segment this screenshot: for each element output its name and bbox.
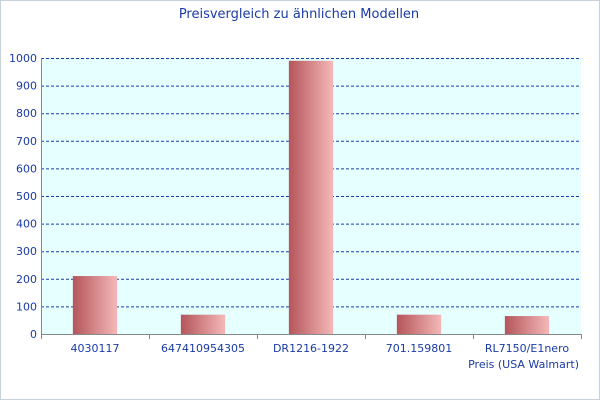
bar-1 (180, 314, 226, 334)
x-axis-title: Preis (USA Walmart) (468, 358, 579, 371)
chart-title: Preisvergleich zu ähnlichen Modellen (179, 7, 419, 22)
plot-area: 0 100 200 300 400 500 600 700 800 900 1000 4030117 6… (9, 52, 582, 355)
y-tick-label-3: 300 (16, 245, 37, 258)
x-tick-label-0: 4030117 (71, 342, 120, 355)
y-tick-label-9: 900 (16, 80, 37, 93)
x-tick-label-4: RL7150/E1nero (485, 342, 569, 355)
y-tick-label-2: 200 (16, 273, 37, 286)
y-tick-label-7: 700 (16, 135, 37, 148)
x-tick-label-2: DR1216-1922 (273, 342, 349, 355)
y-tick-label-4: 400 (16, 218, 37, 231)
y-tick-label-1: 100 (16, 300, 37, 313)
bar-0 (72, 276, 118, 334)
y-tick-label-10: 1000 (9, 52, 37, 65)
x-tick-label-1: 647410954305 (161, 342, 245, 355)
bar-2 (288, 60, 334, 334)
x-tick-label-3: 701.159801 (386, 342, 452, 355)
y-tick-label-0: 0 (30, 328, 37, 341)
bar-4 (504, 316, 550, 334)
y-tick-label-5: 500 (16, 190, 37, 203)
bar-3 (396, 314, 442, 334)
y-tick-label-6: 600 (16, 162, 37, 175)
y-tick-label-8: 800 (16, 107, 37, 120)
